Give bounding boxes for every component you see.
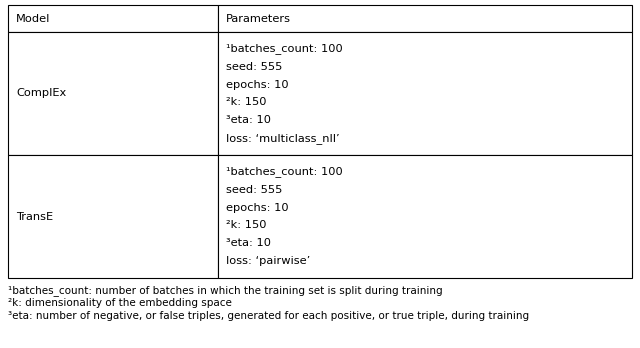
Text: ³eta: number of negative, or false triples, generated for each positive, or true: ³eta: number of negative, or false tripl… [8, 311, 529, 321]
Bar [8, 155, 218, 278]
Text: seed: 555: seed: 555 [226, 62, 282, 72]
Text: ¹batches_count: 100: ¹batches_count: 100 [226, 44, 343, 54]
Text: ComplEx: ComplEx [16, 88, 67, 98]
Bar [218, 5, 632, 32]
Text: ³eta: 10: ³eta: 10 [226, 115, 271, 125]
Text: Parameters: Parameters [226, 14, 291, 24]
Text: ¹batches_count: number of batches in which the training set is split during trai: ¹batches_count: number of batches in whi… [8, 285, 443, 296]
Bar [8, 5, 218, 32]
Bar [8, 32, 218, 155]
Text: ³eta: 10: ³eta: 10 [226, 238, 271, 248]
Text: ²k: 150: ²k: 150 [226, 97, 266, 108]
Bar [218, 32, 632, 155]
Text: loss: ‘pairwise’: loss: ‘pairwise’ [226, 256, 310, 266]
Text: ²k: dimensionality of the embedding space: ²k: dimensionality of the embedding spac… [8, 298, 232, 308]
Text: ¹batches_count: 100: ¹batches_count: 100 [226, 166, 343, 177]
Text: ²k: 150: ²k: 150 [226, 220, 266, 230]
Text: epochs: 10: epochs: 10 [226, 80, 289, 89]
Text: seed: 555: seed: 555 [226, 185, 282, 195]
Text: TransE: TransE [16, 212, 53, 221]
Text: loss: ‘multiclass_nll’: loss: ‘multiclass_nll’ [226, 133, 340, 143]
Text: Model: Model [16, 14, 51, 24]
Text: epochs: 10: epochs: 10 [226, 203, 289, 213]
Bar [218, 155, 632, 278]
